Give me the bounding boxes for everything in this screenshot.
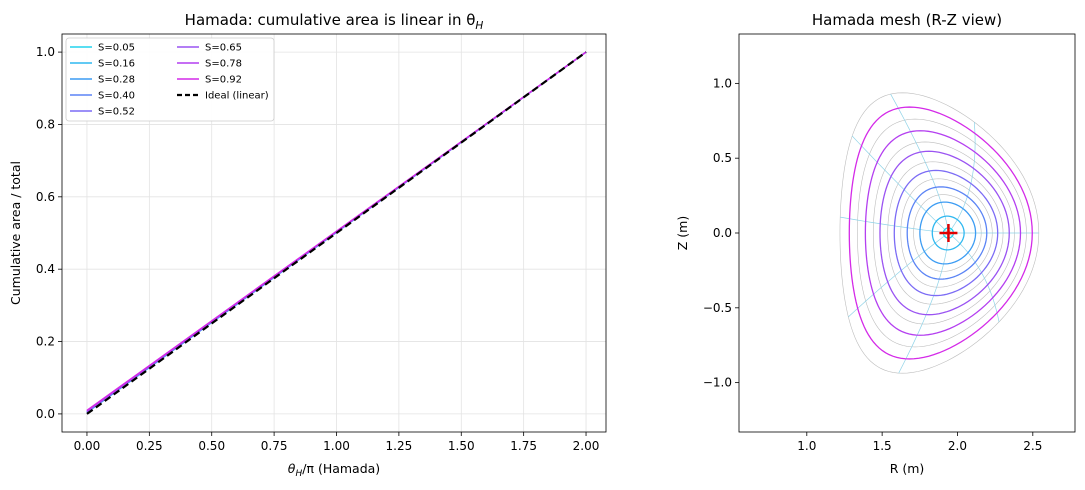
- left-chart: Hamada: cumulative area is linear in θH …: [8, 11, 607, 479]
- left-legend: S=0.05 S=0.16 S=0.28 S=0.40 S=0.52 S=0.65 S=0.…: [65, 37, 275, 122]
- right-y-tick-label: 0.5: [713, 151, 732, 165]
- right-x-tick-label: 2.0: [948, 439, 967, 453]
- left-y-tick-label: 0.4: [36, 262, 55, 276]
- left-y-axis-label: Cumulative area / total: [8, 161, 23, 305]
- right-y-tick-label: 1.0: [713, 76, 732, 90]
- mesh-line: [948, 122, 976, 234]
- legend-label: S=0.92: [205, 75, 242, 86]
- left-x-tick-label: 1.75: [510, 439, 537, 453]
- series-line-ideal-linear-: [86, 51, 587, 415]
- background-flux-surface: [913, 194, 982, 272]
- left-x-tick-label: 1.00: [323, 439, 350, 453]
- right-x-tick-label: 1.0: [797, 439, 816, 453]
- legend-box: [65, 37, 275, 122]
- legend-label: S=0.16: [98, 59, 135, 70]
- right-y-tick-label: −0.5: [703, 301, 732, 315]
- right-x-axis-label: R (m): [890, 461, 925, 476]
- right-x-tick-label: 2.5: [1023, 439, 1042, 453]
- flux-surface: [931, 215, 965, 251]
- flux-surface: [906, 186, 988, 280]
- background-flux-surface: [887, 161, 1004, 305]
- mesh-line: [851, 135, 949, 234]
- left-y-tick-label: 0.8: [36, 117, 55, 131]
- left-x-ticks: 0.00 0.25 0.50 0.75 1.00 1.25 1.50 1.75 2.00: [74, 432, 600, 453]
- left-y-tick-label: 0.6: [36, 190, 55, 204]
- flux-surface: [879, 150, 1010, 316]
- legend-label: S=0.65: [205, 43, 242, 54]
- left-y-tick-label: 0.2: [36, 335, 55, 349]
- left-x-axis-label: θH/π (Hamada): [288, 461, 380, 479]
- background-flux-surface: [839, 92, 1040, 374]
- right-plot-area: [839, 92, 1040, 374]
- legend-label: S=0.78: [205, 59, 242, 70]
- right-y-ticks: −1.0 −0.5 0.0 0.5 1.0: [703, 76, 739, 390]
- left-x-tick-label: 2.00: [573, 439, 600, 453]
- series-line-s-0-92: [86, 51, 587, 411]
- left-x-tick-label: 1.50: [448, 439, 475, 453]
- right-x-ticks: 1.0 1.5 2.0 2.5: [797, 432, 1042, 453]
- background-flux-surface: [872, 141, 1015, 325]
- background-flux-surface: [857, 118, 1027, 348]
- left-y-tick-label: 0.0: [36, 407, 55, 421]
- flux-surface: [848, 106, 1033, 360]
- left-y-ticks: 0.0 0.2 0.4 0.6 0.8 1.0: [36, 45, 62, 421]
- left-series-group: [86, 51, 587, 415]
- left-x-tick-label: 0.75: [261, 439, 288, 453]
- left-x-tick-label: 0.00: [74, 439, 101, 453]
- left-x-tick-label: 0.25: [136, 439, 163, 453]
- legend-label: S=0.40: [98, 91, 135, 102]
- mesh-line: [948, 232, 1000, 322]
- legend-label: S=0.52: [98, 107, 135, 118]
- legend-label: S=0.28: [98, 75, 135, 86]
- flux-surface: [893, 169, 999, 297]
- legend-label: S=0.05: [98, 43, 135, 54]
- left-x-tick-label: 0.50: [198, 439, 225, 453]
- mesh-line: [890, 93, 949, 234]
- mesh-line: [848, 232, 949, 318]
- right-y-axis-label: Z (m): [675, 216, 690, 250]
- left-x-tick-label: 1.25: [386, 439, 413, 453]
- left-y-tick-label: 1.0: [36, 45, 55, 59]
- mesh-line: [840, 216, 949, 234]
- right-x-tick-label: 1.5: [873, 439, 892, 453]
- right-chart-title: Hamada mesh (R-Z view): [812, 11, 1002, 29]
- right-y-tick-label: −1.0: [703, 376, 732, 390]
- left-chart-title: Hamada: cumulative area is linear in θH: [185, 11, 484, 32]
- flux-surface: [919, 201, 977, 265]
- right-chart: Hamada mesh (R-Z view) 1.0 1.5 2.0 2.5 −1.0…: [675, 11, 1076, 476]
- mesh-line: [898, 232, 949, 374]
- left-plot-frame: [61, 33, 607, 433]
- background-flux-surface: [900, 178, 993, 288]
- right-y-tick-label: 0.0: [713, 226, 732, 240]
- legend-label: Ideal (linear): [205, 91, 269, 102]
- flux-surface: [864, 130, 1022, 336]
